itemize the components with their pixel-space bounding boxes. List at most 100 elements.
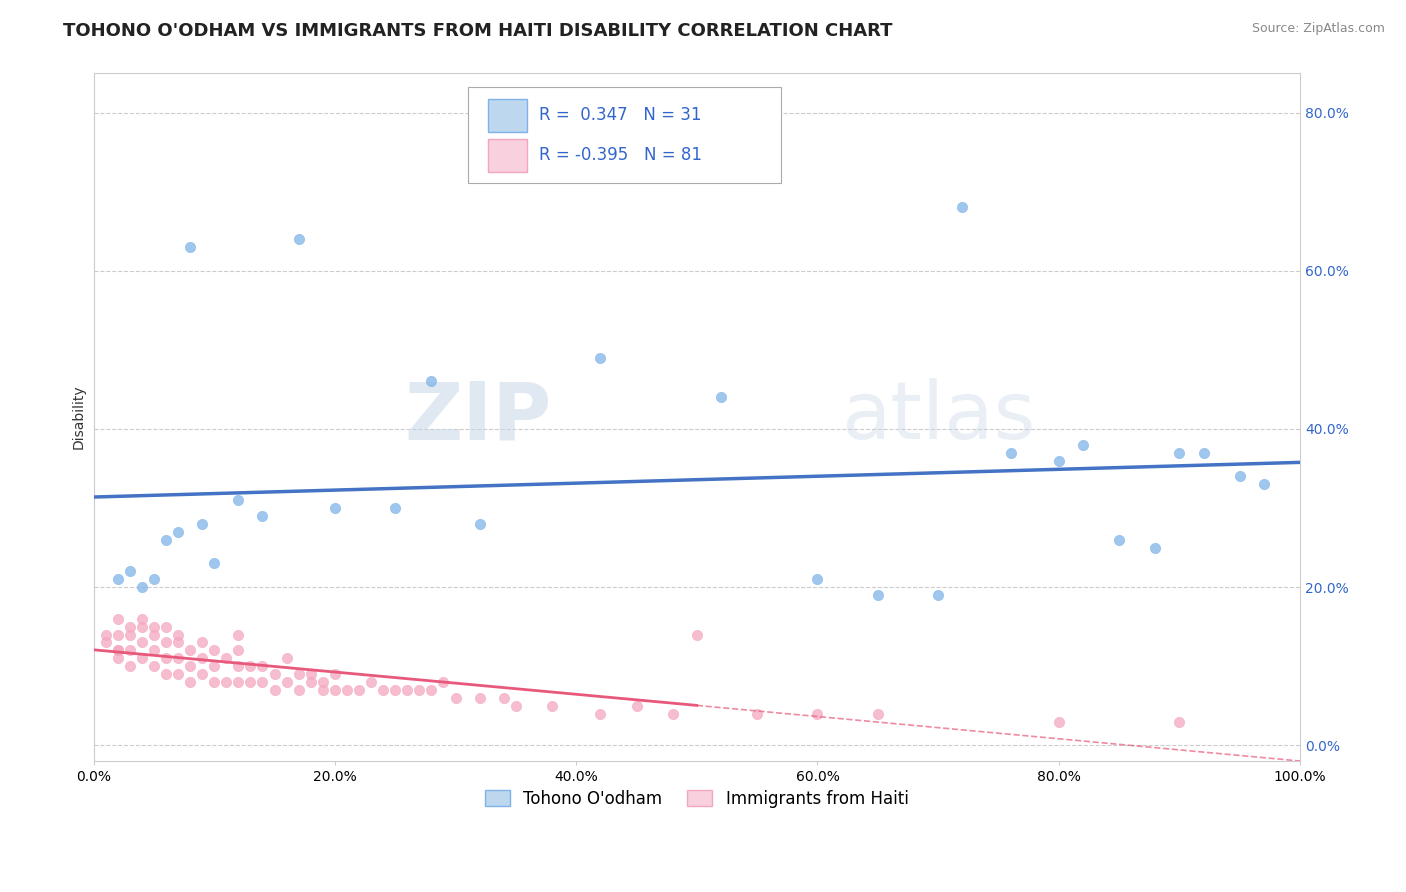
Point xyxy=(167,651,190,665)
Point xyxy=(228,659,250,673)
Point xyxy=(276,651,298,665)
Point xyxy=(323,667,346,681)
Point xyxy=(384,682,406,697)
Point xyxy=(179,675,201,690)
Text: Source: ZipAtlas.com: Source: ZipAtlas.com xyxy=(1251,22,1385,36)
Point xyxy=(432,675,454,690)
Point xyxy=(589,351,612,365)
Point xyxy=(155,667,177,681)
Point xyxy=(468,516,491,531)
Point xyxy=(323,682,346,697)
Point xyxy=(950,201,973,215)
Point xyxy=(373,682,395,697)
Point xyxy=(444,690,467,705)
Bar xyxy=(488,139,527,172)
Point xyxy=(131,619,153,633)
Point xyxy=(191,667,214,681)
Point xyxy=(142,572,165,586)
Point xyxy=(107,612,129,626)
Point xyxy=(155,533,177,547)
Point xyxy=(131,612,153,626)
Point xyxy=(131,651,153,665)
Point xyxy=(167,667,190,681)
Point xyxy=(468,690,491,705)
Point xyxy=(239,675,262,690)
Text: R =  0.347   N = 31: R = 0.347 N = 31 xyxy=(538,106,702,124)
Point xyxy=(1144,541,1167,555)
Point xyxy=(396,682,419,697)
Point xyxy=(336,682,359,697)
Point xyxy=(142,619,165,633)
Point xyxy=(299,667,322,681)
Point xyxy=(408,682,430,697)
Point xyxy=(202,557,225,571)
Point xyxy=(155,651,177,665)
Point xyxy=(287,232,309,246)
Point xyxy=(118,619,141,633)
Point xyxy=(191,635,214,649)
Point xyxy=(94,627,117,641)
Point xyxy=(866,706,889,721)
Point xyxy=(747,706,769,721)
Point xyxy=(118,564,141,578)
Point xyxy=(1108,533,1130,547)
Point xyxy=(1000,445,1022,459)
Point xyxy=(215,675,238,690)
Point xyxy=(118,643,141,657)
Point xyxy=(191,651,214,665)
Point xyxy=(806,706,828,721)
Point xyxy=(686,627,709,641)
Point xyxy=(118,659,141,673)
Point xyxy=(131,580,153,594)
Point xyxy=(1168,714,1191,729)
Point xyxy=(312,682,335,697)
Point xyxy=(312,675,335,690)
Point xyxy=(661,706,683,721)
Text: atlas: atlas xyxy=(842,378,1036,456)
Point xyxy=(228,675,250,690)
Point xyxy=(202,659,225,673)
Point xyxy=(107,572,129,586)
Point xyxy=(384,500,406,515)
Point xyxy=(118,627,141,641)
Point xyxy=(626,698,648,713)
Point xyxy=(107,651,129,665)
Point xyxy=(202,675,225,690)
Point xyxy=(179,659,201,673)
Text: TOHONO O'ODHAM VS IMMIGRANTS FROM HAITI DISABILITY CORRELATION CHART: TOHONO O'ODHAM VS IMMIGRANTS FROM HAITI … xyxy=(63,22,893,40)
Text: R = -0.395   N = 81: R = -0.395 N = 81 xyxy=(538,145,702,163)
Point xyxy=(710,390,733,404)
Point xyxy=(360,675,382,690)
Text: ZIP: ZIP xyxy=(405,378,553,456)
Point xyxy=(142,627,165,641)
Y-axis label: Disability: Disability xyxy=(72,384,86,450)
Point xyxy=(202,643,225,657)
Point xyxy=(1192,445,1215,459)
Point xyxy=(347,682,370,697)
Point xyxy=(589,706,612,721)
Point xyxy=(1229,469,1251,483)
Point xyxy=(107,627,129,641)
Point xyxy=(228,493,250,508)
Point xyxy=(492,690,515,705)
Point xyxy=(927,588,949,602)
Point xyxy=(1253,477,1275,491)
Point xyxy=(215,651,238,665)
Point xyxy=(299,675,322,690)
Point xyxy=(107,643,129,657)
Point xyxy=(131,635,153,649)
FancyBboxPatch shape xyxy=(468,87,782,183)
Point xyxy=(420,682,443,697)
Point xyxy=(252,659,274,673)
Point xyxy=(252,508,274,523)
Point xyxy=(1047,453,1070,467)
Point xyxy=(107,643,129,657)
Point xyxy=(239,659,262,673)
Point xyxy=(287,667,309,681)
Point xyxy=(142,659,165,673)
Point xyxy=(505,698,527,713)
Point xyxy=(179,643,201,657)
Point xyxy=(155,635,177,649)
Point xyxy=(420,375,443,389)
Point xyxy=(866,588,889,602)
